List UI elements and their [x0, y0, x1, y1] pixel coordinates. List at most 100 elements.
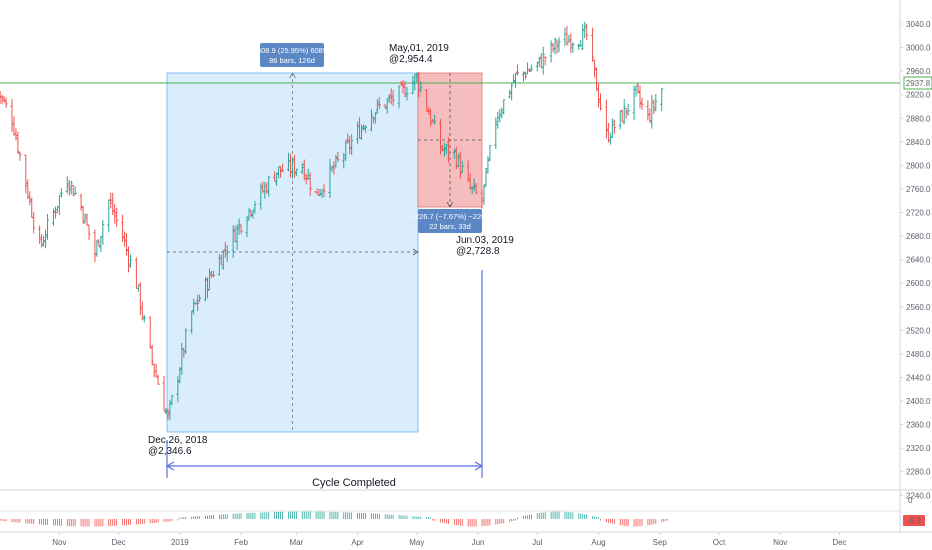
price-tick-label: 2720.0	[906, 209, 931, 218]
ohlc-bar	[281, 163, 285, 172]
ohlc-bar	[529, 64, 533, 72]
ohlc-bar	[508, 89, 512, 99]
drop-label-line1: −226.7 (−7.67%) −2267	[410, 212, 489, 221]
ohlc-bar	[442, 142, 446, 157]
drop-measure-label: −226.7 (−7.67%) −2267 22 bars, 33d	[410, 209, 490, 233]
ohlc-bar	[44, 229, 48, 249]
ohlc-bar	[640, 97, 644, 110]
oscillator-series	[0, 511, 669, 527]
price-axis[interactable]: 3040.0 3000.0 2960.0 2920.0 2880.0 2840.0 2800…	[900, 20, 931, 500]
ohlc-bar	[249, 210, 253, 218]
ohlc-bar	[239, 224, 243, 234]
time-tick-label: Jul	[532, 538, 542, 547]
ohlc-bar	[535, 61, 539, 72]
price-tick-label: 2880.0	[906, 114, 931, 123]
ohlc-bar	[245, 216, 249, 238]
ohlc-bar	[308, 172, 312, 196]
ohlc-bar	[585, 23, 589, 41]
osc-zero-label: 0	[908, 496, 913, 505]
ohlc-bar	[59, 188, 63, 198]
price-tick-label: 2680.0	[906, 232, 931, 241]
time-tick-label: 2019	[171, 538, 189, 547]
ohlc-bar	[516, 64, 520, 76]
ohlc-bar	[470, 186, 474, 194]
ohlc-bar	[431, 119, 435, 123]
time-axis[interactable]: Nov Dec 2019 Feb Mar Apr May Jun Jul Aug Sep Oct Nov…	[52, 532, 847, 547]
ohlc-bar	[363, 125, 367, 133]
rise-measure-label: 608.9 (25.95%) 6089 86 bars, 126d	[257, 43, 327, 67]
ohlc-bar	[350, 134, 354, 155]
ohlc-bar	[514, 72, 518, 88]
ohlc-bar	[225, 245, 229, 262]
ohlc-bar	[598, 93, 602, 111]
ohlc-bar	[636, 83, 640, 94]
ohlc-bar	[638, 85, 642, 109]
ohlc-bar	[154, 363, 158, 378]
rise-measure-box[interactable]	[166, 72, 419, 433]
ohlc-bar	[168, 399, 172, 420]
ohlc-bar	[419, 81, 423, 93]
price-tick-label: 2240.0	[906, 491, 931, 500]
drop-measure[interactable]	[417, 72, 483, 208]
time-tick-label: Feb	[234, 538, 248, 547]
ohlc-bar	[16, 131, 20, 154]
ohlc-bar	[512, 73, 516, 84]
time-tick-label: Dec	[112, 538, 126, 547]
ohlc-bar	[397, 85, 401, 109]
rise-label-box	[260, 43, 324, 67]
ohlc-bar	[286, 152, 290, 172]
price-tick-label: 2520.0	[906, 326, 931, 335]
ohlc-bar	[211, 270, 215, 278]
oscillator-axis[interactable]: 0 -6.3	[903, 496, 925, 526]
ohlc-bar	[441, 145, 445, 152]
high-price: @2,954.4	[389, 54, 433, 65]
ohlc-bar	[569, 33, 573, 54]
price-tick-label: 2320.0	[906, 444, 931, 453]
ohlc-bar	[87, 224, 91, 241]
ohlc-bar	[275, 172, 279, 187]
ohlc-bar	[128, 254, 132, 268]
ohlc-bar	[344, 140, 348, 162]
ohlc-bar	[369, 109, 373, 132]
price-tick-label: 2920.0	[906, 91, 931, 100]
drop-measure-down-arrow	[446, 201, 454, 208]
ohlc-series	[0, 21, 664, 420]
ohlc-bar	[362, 124, 366, 131]
rise-measure-up-arrow	[289, 72, 296, 79]
ohlc-bar	[69, 180, 73, 195]
ohlc-bar	[565, 26, 569, 46]
jun-date: Jun.03, 2019	[456, 235, 514, 246]
price-tick-label: 2840.0	[906, 138, 931, 147]
ohlc-bar	[0, 94, 4, 105]
ohlc-bar	[178, 366, 182, 384]
price-tick-label: 2960.0	[906, 67, 931, 76]
ohlc-bar	[150, 345, 154, 366]
price-tick-label: 2600.0	[906, 279, 931, 288]
ohlc-bar	[198, 294, 202, 303]
time-tick-label: Mar	[289, 538, 303, 547]
ohlc-bar	[223, 241, 227, 258]
ohlc-bar	[456, 153, 460, 168]
ohlc-bar	[523, 71, 527, 80]
ohlc-bar	[557, 37, 561, 53]
price-tick-label: 2480.0	[906, 350, 931, 359]
ohlc-bar	[30, 197, 34, 218]
ohlc-bar	[99, 236, 103, 253]
ohlc-bar	[332, 161, 336, 175]
ohlc-bar	[115, 207, 119, 227]
price-tick-label: 2800.0	[906, 161, 931, 170]
ohlc-bar	[391, 90, 395, 107]
price-tick-label: 2760.0	[906, 185, 931, 194]
ohlc-bar	[486, 156, 490, 174]
ohlc-bar	[527, 68, 531, 73]
drop-measure-box[interactable]	[417, 72, 483, 208]
ohlc-bar	[498, 109, 502, 123]
range-measure[interactable]	[166, 72, 419, 433]
high-date: May,01, 2019	[389, 43, 449, 54]
ohlc-bar	[328, 158, 332, 199]
ohlc-bar	[411, 75, 415, 95]
ohlc-bar	[156, 374, 160, 385]
cycle-bracket[interactable]: Cycle Completed	[165, 270, 484, 489]
ohlc-bar	[474, 183, 478, 195]
